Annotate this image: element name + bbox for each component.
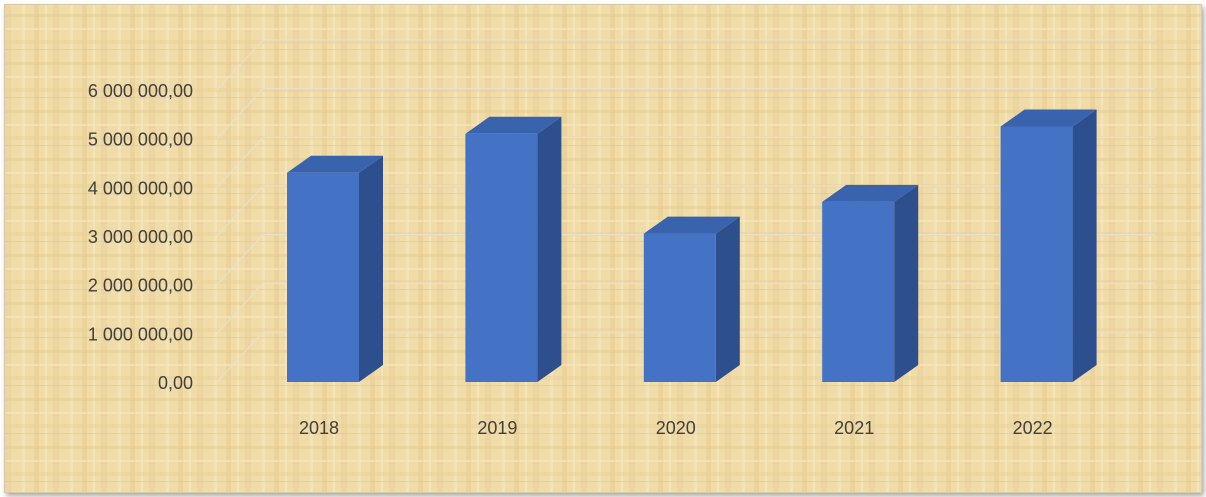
- y-tick-label: 6 000 000,00: [88, 81, 193, 101]
- bar-top: [465, 116, 562, 134]
- x-tick-label: 2021: [834, 418, 874, 438]
- chart-area: 0,00 1 000 000,00 2 000 000,00 3 000 000,00…: [4, 4, 1202, 493]
- y-tick-label: 3 000 000,00: [88, 227, 193, 247]
- bar-top: [643, 216, 740, 234]
- x-tick-label: 2019: [477, 418, 517, 438]
- bar-side: [894, 184, 919, 382]
- bar-top: [822, 184, 919, 202]
- bar-top: [287, 155, 383, 173]
- y-tick-label: 2 000 000,00: [88, 276, 193, 296]
- y-tick-label: 5 000 000,00: [88, 130, 193, 150]
- bar-front: [1000, 126, 1073, 382]
- bar: [465, 116, 562, 383]
- x-tick-label: 2018: [299, 418, 339, 438]
- x-tick-label: 2020: [656, 418, 696, 438]
- bar: [822, 184, 919, 382]
- bar-side: [537, 116, 562, 383]
- bar-front: [465, 133, 538, 382]
- bar-side: [1072, 109, 1097, 382]
- gridline: [216, 136, 1155, 188]
- bar: [643, 216, 740, 382]
- y-tick-label: 4 000 000,00: [88, 178, 193, 198]
- bar-top: [1000, 109, 1097, 127]
- gridline: [216, 39, 1155, 91]
- y-tick-label: 1 000 000,00: [88, 324, 193, 344]
- bar-side: [359, 155, 383, 382]
- bar: [1000, 109, 1097, 382]
- gridline: [216, 88, 1155, 140]
- y-tick-label: 0,00: [158, 373, 193, 393]
- bar-side: [715, 216, 740, 382]
- bar-front: [643, 233, 716, 382]
- bar-front: [287, 172, 359, 382]
- column-chart: 0,00 1 000 000,00 2 000 000,00 3 000 000,00…: [5, 5, 1201, 492]
- bar: [287, 155, 383, 382]
- x-tick-label: 2022: [1013, 418, 1053, 438]
- bar-front: [822, 201, 895, 382]
